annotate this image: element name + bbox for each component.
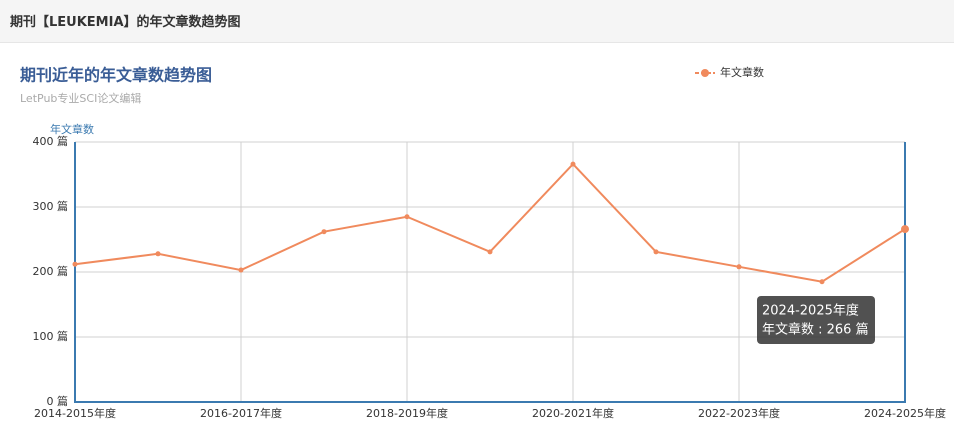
- x-tick-label: 2016-2017年度: [200, 406, 282, 420]
- x-tick-label: 2014-2015年度: [34, 406, 116, 420]
- y-tick-label: 200 篇: [33, 264, 69, 278]
- y-tick-label: 400 篇: [33, 134, 69, 148]
- data-point: [404, 214, 410, 220]
- tooltip-text: 年文章数 : 266 篇: [762, 322, 869, 338]
- y-tick-label: 100 篇: [33, 329, 69, 343]
- data-point: [238, 267, 244, 273]
- data-point: [487, 249, 493, 255]
- y-tick-label: 300 篇: [33, 199, 69, 213]
- x-tick-label: 2018-2019年度: [366, 406, 448, 420]
- legend-label[interactable]: 年文章数: [720, 65, 764, 79]
- x-tick-label: 2020-2021年度: [532, 406, 614, 420]
- header-bar: 期刊【LEUKEMIA】的年文章数趋势图: [0, 0, 954, 43]
- chart-title: 期刊近年的年文章数趋势图: [20, 66, 212, 85]
- x-tick-label: 2024-2025年度: [864, 406, 946, 420]
- chart-subtitle: LetPub专业SCI论文编辑: [20, 91, 141, 105]
- data-point: [653, 249, 659, 255]
- data-point: [72, 261, 78, 267]
- data-point: [901, 225, 909, 234]
- x-tick-label: 2022-2023年度: [698, 406, 780, 420]
- data-point: [155, 251, 161, 257]
- data-point: [819, 279, 825, 285]
- data-point: [321, 229, 327, 235]
- legend-marker: [701, 69, 709, 77]
- header-title: 期刊【LEUKEMIA】的年文章数趋势图: [10, 15, 241, 30]
- tooltip-box: [757, 296, 875, 344]
- tooltip-title: 2024-2025年度: [762, 303, 859, 319]
- y-axis-title: 年文章数: [50, 122, 94, 136]
- data-point: [570, 161, 576, 167]
- series-line: [74, 162, 906, 283]
- y-tick-label: 0 篇: [47, 394, 69, 408]
- data-point: [736, 264, 742, 270]
